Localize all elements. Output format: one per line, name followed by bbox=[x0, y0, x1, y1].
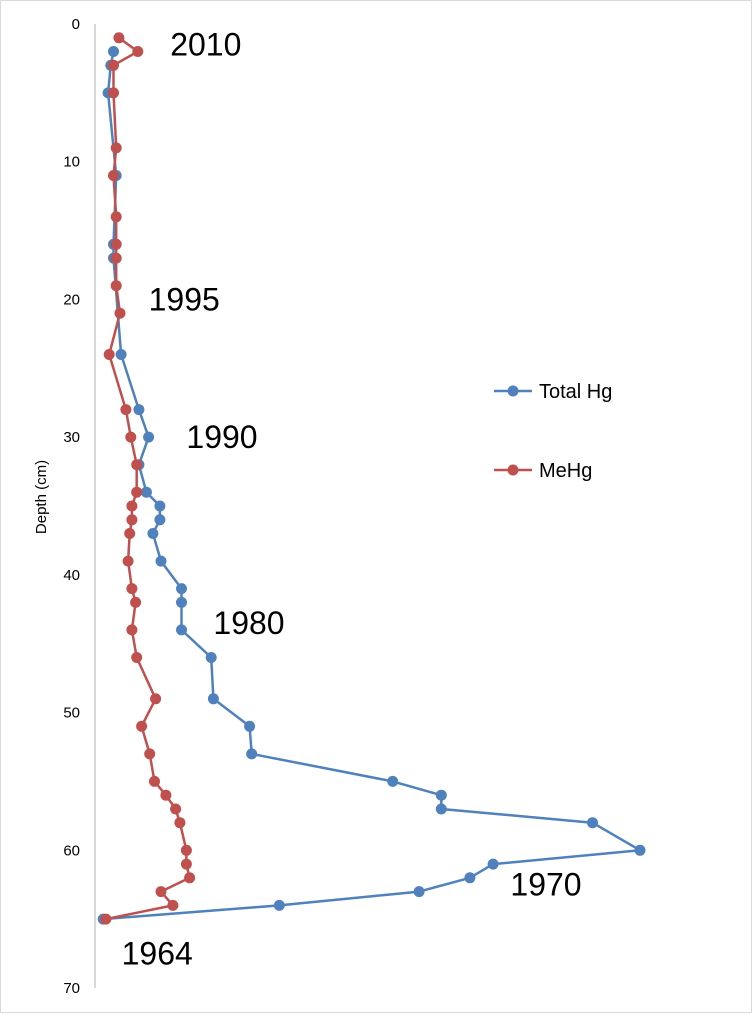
data-point bbox=[170, 803, 182, 815]
data-point bbox=[131, 486, 143, 498]
y-tick-label: 70 bbox=[63, 980, 80, 997]
data-point bbox=[464, 872, 476, 884]
data-point bbox=[100, 913, 112, 925]
data-point bbox=[273, 899, 285, 911]
year-annotation: 1990 bbox=[186, 419, 257, 455]
data-point bbox=[413, 886, 425, 898]
data-point bbox=[180, 858, 192, 870]
data-point bbox=[124, 528, 136, 539]
year-annotation: 2010 bbox=[170, 27, 241, 63]
legend: Total Hg MeHg bbox=[494, 381, 612, 482]
data-point bbox=[133, 404, 145, 416]
data-point bbox=[205, 652, 217, 663]
data-point bbox=[108, 46, 119, 57]
series-mehg bbox=[100, 32, 196, 925]
data-point bbox=[108, 170, 119, 181]
data-point bbox=[155, 555, 167, 567]
data-point bbox=[125, 431, 137, 443]
data-point bbox=[176, 583, 187, 595]
data-point bbox=[435, 789, 447, 801]
y-axis-title: Depth (cm) bbox=[33, 460, 50, 534]
data-point bbox=[180, 844, 192, 856]
y-tick-label: 0 bbox=[72, 16, 80, 33]
series-group bbox=[97, 32, 646, 925]
data-point bbox=[126, 583, 138, 595]
data-point bbox=[110, 238, 122, 250]
data-point bbox=[114, 307, 126, 319]
data-point bbox=[160, 789, 172, 801]
data-point bbox=[136, 720, 148, 732]
legend-label: Total Hg bbox=[539, 381, 612, 403]
series-line bbox=[103, 51, 642, 921]
data-point bbox=[150, 693, 162, 705]
data-point bbox=[132, 46, 144, 57]
y-tick-label: 60 bbox=[63, 842, 80, 859]
data-point bbox=[103, 349, 115, 360]
data-point bbox=[126, 624, 138, 636]
data-point bbox=[110, 280, 122, 292]
data-point bbox=[110, 211, 122, 223]
y-axis: 0 10 20 30 40 50 60 70 bbox=[63, 16, 96, 997]
data-point bbox=[108, 87, 119, 99]
data-point bbox=[126, 514, 138, 526]
legend-marker bbox=[507, 385, 519, 397]
y-tick-label: 20 bbox=[63, 291, 80, 308]
y-tick-label: 40 bbox=[63, 567, 80, 584]
data-point bbox=[154, 500, 166, 512]
year-annotations: 2010 1995 1990 1980 1970 1964 bbox=[122, 27, 582, 972]
year-annotation: 1964 bbox=[122, 936, 193, 972]
data-point bbox=[108, 59, 119, 71]
data-point bbox=[144, 748, 156, 760]
data-point bbox=[149, 775, 160, 787]
data-point bbox=[113, 32, 125, 44]
data-point bbox=[143, 431, 155, 443]
legend-marker bbox=[507, 464, 519, 476]
data-point bbox=[140, 486, 152, 498]
data-point bbox=[207, 693, 219, 705]
data-point bbox=[587, 817, 598, 829]
data-point bbox=[122, 555, 134, 567]
data-point bbox=[174, 817, 186, 829]
data-point bbox=[184, 872, 196, 884]
data-point bbox=[435, 803, 447, 815]
year-annotation: 1980 bbox=[213, 605, 284, 641]
data-point bbox=[176, 596, 187, 608]
data-point bbox=[115, 349, 127, 360]
data-point bbox=[110, 142, 122, 154]
data-point bbox=[634, 844, 646, 856]
data-point bbox=[176, 624, 187, 636]
year-annotation: 1995 bbox=[149, 281, 220, 317]
data-point bbox=[131, 652, 143, 663]
data-point bbox=[487, 858, 499, 870]
data-point bbox=[244, 720, 256, 732]
data-point bbox=[130, 596, 142, 608]
data-point bbox=[110, 252, 122, 264]
y-tick-label: 30 bbox=[63, 429, 80, 446]
y-tick-label: 10 bbox=[63, 154, 80, 171]
data-point bbox=[147, 528, 159, 539]
legend-item: Total Hg bbox=[494, 381, 612, 403]
legend-label: MeHg bbox=[539, 460, 592, 482]
data-point bbox=[155, 886, 167, 898]
data-point bbox=[167, 899, 179, 911]
legend-item: MeHg bbox=[494, 460, 592, 482]
data-point bbox=[387, 775, 399, 787]
data-point bbox=[126, 500, 138, 512]
year-annotation: 1970 bbox=[510, 867, 581, 903]
data-point bbox=[120, 404, 132, 416]
data-point bbox=[131, 459, 143, 471]
y-tick-label: 50 bbox=[63, 705, 80, 722]
data-point bbox=[154, 514, 166, 526]
data-point bbox=[246, 748, 258, 760]
